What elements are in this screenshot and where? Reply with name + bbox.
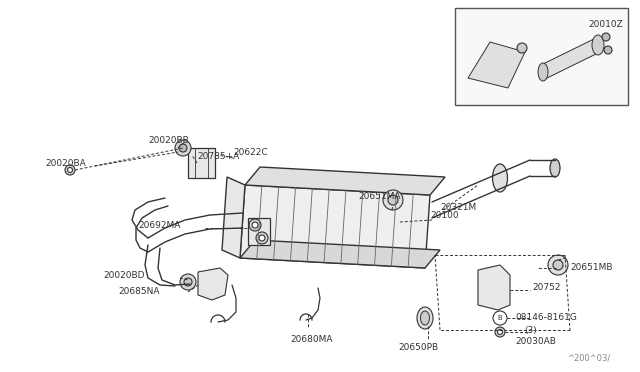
- Ellipse shape: [493, 164, 508, 192]
- Circle shape: [497, 330, 502, 334]
- Circle shape: [259, 235, 265, 241]
- Circle shape: [175, 140, 191, 156]
- Circle shape: [383, 190, 403, 210]
- Circle shape: [548, 255, 568, 275]
- Text: 20020BA: 20020BA: [45, 158, 86, 167]
- Circle shape: [493, 311, 507, 325]
- Circle shape: [388, 195, 398, 205]
- Circle shape: [604, 46, 612, 54]
- Text: 20010Z: 20010Z: [588, 20, 623, 29]
- Circle shape: [517, 43, 527, 53]
- Circle shape: [256, 232, 268, 244]
- Bar: [455, 8, 628, 105]
- Text: 20020BD: 20020BD: [103, 270, 145, 279]
- Circle shape: [184, 278, 192, 286]
- Ellipse shape: [420, 311, 429, 325]
- Polygon shape: [198, 268, 228, 300]
- Text: 20651MB: 20651MB: [570, 263, 612, 273]
- Text: 20651MA: 20651MA: [358, 192, 401, 201]
- Circle shape: [602, 33, 610, 41]
- Polygon shape: [543, 37, 598, 80]
- Circle shape: [65, 165, 75, 175]
- Circle shape: [180, 274, 196, 290]
- Text: (3): (3): [524, 326, 537, 334]
- Text: B: B: [498, 315, 502, 321]
- Text: 20030AB: 20030AB: [515, 337, 556, 346]
- Text: 20685NA: 20685NA: [118, 288, 159, 296]
- Circle shape: [495, 327, 505, 337]
- Polygon shape: [245, 167, 445, 195]
- Polygon shape: [222, 177, 245, 258]
- Polygon shape: [240, 185, 430, 268]
- Text: ^200^03/: ^200^03/: [567, 353, 610, 362]
- Text: 20752: 20752: [532, 283, 561, 292]
- Circle shape: [179, 144, 187, 152]
- Circle shape: [67, 167, 72, 173]
- Text: 20680MA: 20680MA: [290, 336, 333, 344]
- Text: 20785+A: 20785+A: [197, 151, 239, 160]
- Circle shape: [249, 219, 261, 231]
- Circle shape: [252, 222, 258, 228]
- Polygon shape: [188, 148, 215, 178]
- Polygon shape: [478, 265, 510, 310]
- Ellipse shape: [550, 159, 560, 177]
- Text: 20321M: 20321M: [440, 202, 476, 212]
- Polygon shape: [240, 240, 440, 268]
- Ellipse shape: [417, 307, 433, 329]
- Ellipse shape: [592, 35, 604, 55]
- Text: 08146-8161G: 08146-8161G: [515, 314, 577, 323]
- Text: 20692MA: 20692MA: [138, 221, 180, 230]
- Polygon shape: [468, 42, 525, 88]
- Text: 20622C: 20622C: [233, 148, 268, 157]
- Polygon shape: [248, 218, 270, 245]
- Text: 20100: 20100: [430, 211, 459, 219]
- Circle shape: [553, 260, 563, 270]
- Text: 20650PB: 20650PB: [398, 343, 438, 353]
- Text: 20020BB: 20020BB: [148, 135, 189, 144]
- Ellipse shape: [538, 63, 548, 81]
